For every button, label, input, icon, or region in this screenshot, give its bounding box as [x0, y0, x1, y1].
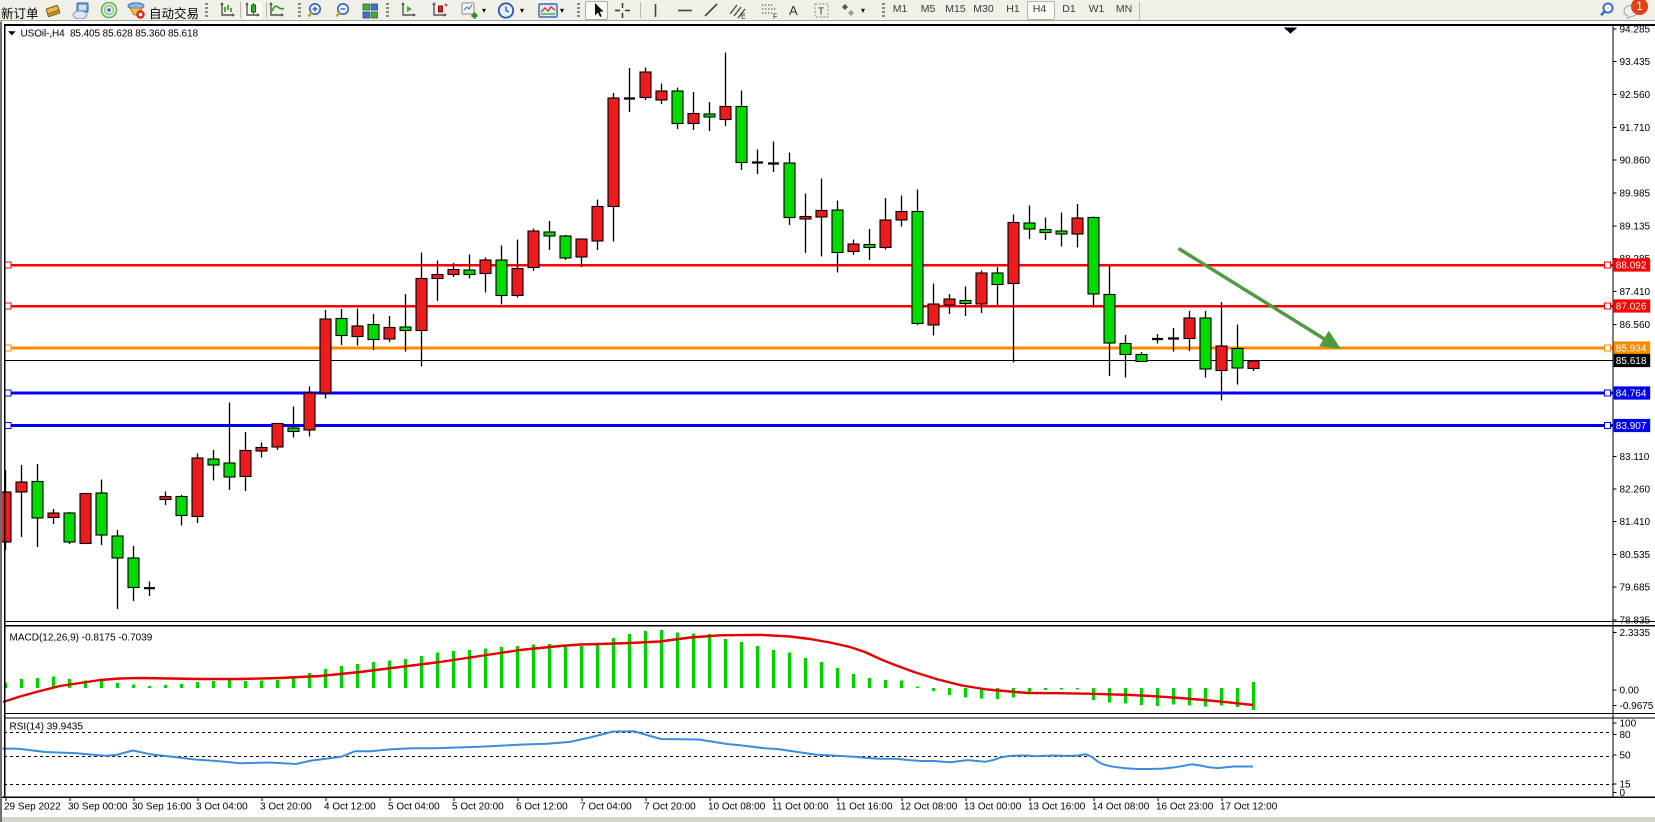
svg-text:3 Oct 04:00: 3 Oct 04:00: [196, 802, 248, 813]
svg-text:17 Oct 12:00: 17 Oct 12:00: [1220, 802, 1278, 813]
svg-text:82.260: 82.260: [1620, 485, 1651, 496]
svg-text:94.285: 94.285: [1620, 25, 1651, 36]
svg-text:MACD(12,26,9) -0.8175 -0.7039: MACD(12,26,9) -0.8175 -0.7039: [10, 633, 153, 644]
svg-text:89.985: 89.985: [1620, 189, 1651, 200]
svg-text:3 Oct 20:00: 3 Oct 20:00: [260, 802, 312, 813]
svg-text:5 Oct 20:00: 5 Oct 20:00: [452, 802, 504, 813]
svg-text:86.560: 86.560: [1620, 320, 1651, 331]
svg-text:87.026: 87.026: [1616, 302, 1647, 313]
svg-text:88.092: 88.092: [1616, 261, 1647, 272]
svg-text:0: 0: [1620, 788, 1626, 799]
svg-text:6 Oct 12:00: 6 Oct 12:00: [516, 802, 568, 813]
svg-text:0.00: 0.00: [1620, 686, 1640, 697]
svg-text:13 Oct 00:00: 13 Oct 00:00: [964, 802, 1022, 813]
svg-text:4 Oct 12:00: 4 Oct 12:00: [324, 802, 376, 813]
svg-text:92.560: 92.560: [1620, 90, 1651, 101]
svg-text:11 Oct 16:00: 11 Oct 16:00: [836, 802, 893, 813]
svg-text:84.764: 84.764: [1616, 389, 1647, 400]
svg-text:14 Oct 08:00: 14 Oct 08:00: [1092, 802, 1150, 813]
svg-text:15: 15: [1620, 779, 1632, 790]
svg-text:T: T: [818, 7, 824, 18]
svg-text:11 Oct 00:00: 11 Oct 00:00: [772, 802, 829, 813]
svg-text:29 Sep 2022: 29 Sep 2022: [4, 802, 61, 813]
svg-text:RSI(14) 39.9435: RSI(14) 39.9435: [10, 722, 84, 733]
svg-text:87.410: 87.410: [1620, 287, 1651, 298]
svg-text:79.685: 79.685: [1620, 583, 1651, 594]
svg-text:91.710: 91.710: [1620, 123, 1651, 134]
svg-text:16 Oct 23:00: 16 Oct 23:00: [1156, 802, 1214, 813]
svg-text:93.435: 93.435: [1620, 57, 1651, 68]
svg-text:30 Sep 00:00: 30 Sep 00:00: [68, 802, 128, 813]
svg-text:30 Sep 16:00: 30 Sep 16:00: [132, 802, 192, 813]
svg-text:12 Oct 08:00: 12 Oct 08:00: [900, 802, 958, 813]
svg-text:2.3335: 2.3335: [1620, 628, 1651, 639]
svg-text:10 Oct 08:00: 10 Oct 08:00: [708, 802, 766, 813]
svg-text:50: 50: [1620, 750, 1632, 761]
svg-text:7 Oct 20:00: 7 Oct 20:00: [644, 802, 696, 813]
svg-text:80: 80: [1620, 730, 1632, 741]
svg-text:F: F: [773, 14, 777, 20]
svg-text:83.907: 83.907: [1616, 421, 1647, 432]
svg-text:83.110: 83.110: [1620, 452, 1650, 463]
svg-text:100: 100: [1620, 719, 1637, 730]
svg-text:80.535: 80.535: [1620, 550, 1651, 561]
svg-text:USOil-,H4 85.405 85.628 85.36: USOil-,H4 85.405 85.628 85.360 85.618: [21, 29, 199, 40]
svg-text:5 Oct 04:00: 5 Oct 04:00: [388, 802, 440, 813]
svg-text:81.410: 81.410: [1620, 517, 1651, 528]
svg-text:85.618: 85.618: [1616, 356, 1647, 367]
svg-text:-0.9675: -0.9675: [1620, 701, 1654, 712]
svg-text:7 Oct 04:00: 7 Oct 04:00: [580, 802, 632, 813]
svg-text:E: E: [741, 14, 746, 20]
svg-text:85.934: 85.934: [1616, 344, 1647, 355]
svg-text:90.860: 90.860: [1620, 156, 1651, 167]
svg-text:89.135: 89.135: [1620, 222, 1651, 233]
svg-text:13 Oct 16:00: 13 Oct 16:00: [1028, 802, 1086, 813]
svg-text:78.835: 78.835: [1620, 616, 1651, 627]
